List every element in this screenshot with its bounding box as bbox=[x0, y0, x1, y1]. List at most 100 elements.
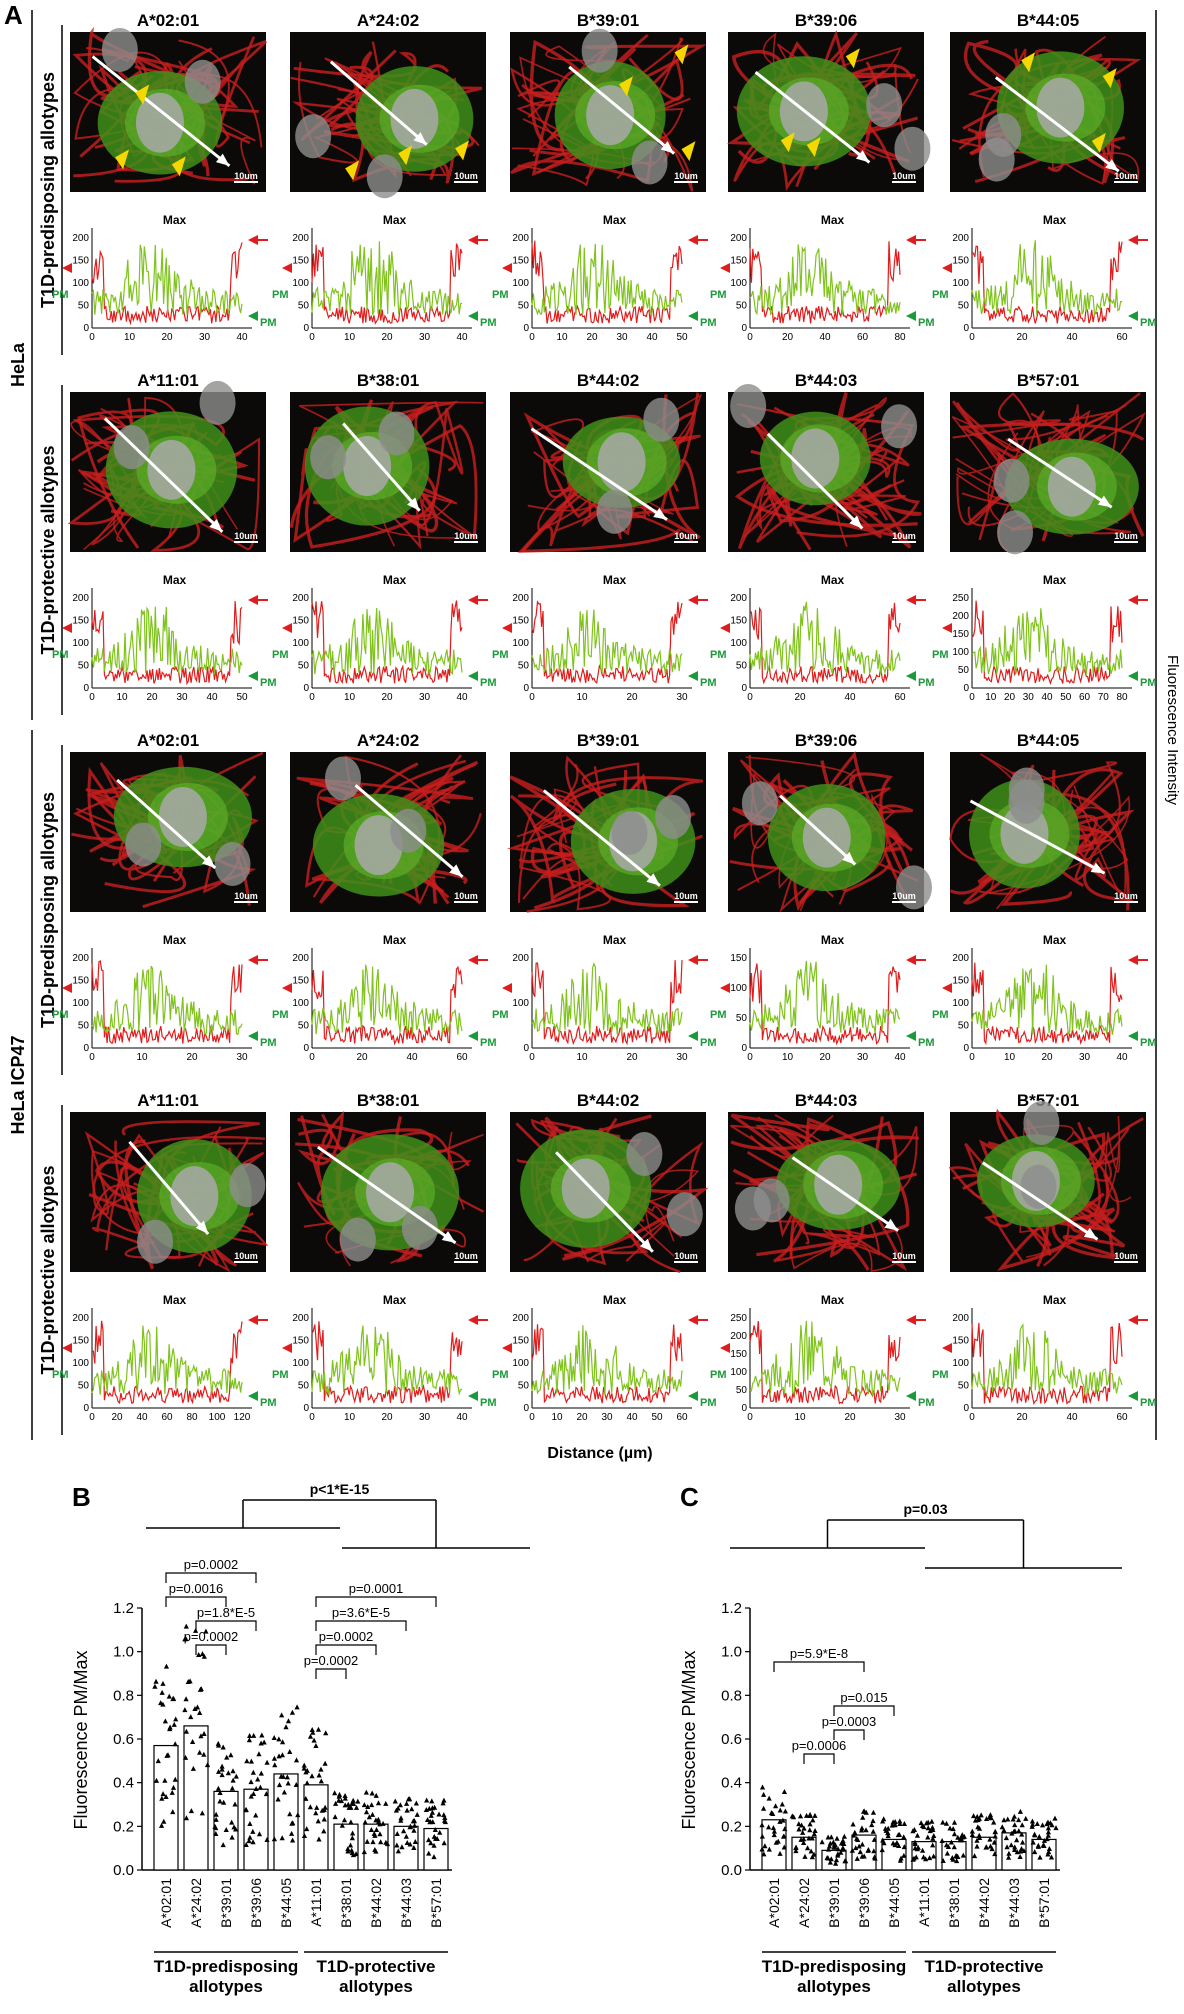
profile-ytick: 50 bbox=[518, 661, 530, 672]
data-point bbox=[248, 1779, 254, 1785]
data-point bbox=[441, 1840, 447, 1846]
data-point bbox=[364, 1838, 370, 1844]
sig-bracket bbox=[773, 1661, 865, 1672]
data-point bbox=[409, 1806, 415, 1812]
data-point bbox=[279, 1712, 285, 1718]
data-point bbox=[276, 1736, 282, 1742]
red-marker-arrow bbox=[62, 623, 72, 633]
profile-xtick: 40 bbox=[136, 1412, 148, 1423]
scale-bar-label: 10um bbox=[1114, 1251, 1138, 1261]
profile-xtick: 30 bbox=[1023, 692, 1035, 703]
data-point bbox=[811, 1831, 817, 1837]
data-point bbox=[801, 1825, 807, 1831]
data-point bbox=[1045, 1851, 1051, 1857]
p-value-label: p=0.0016 bbox=[169, 1581, 224, 1596]
data-point bbox=[1017, 1848, 1023, 1854]
arrow-head bbox=[646, 873, 660, 886]
data-point bbox=[766, 1824, 772, 1830]
arrow-head bbox=[413, 132, 427, 145]
data-point bbox=[307, 1733, 314, 1739]
red-marker-arrow bbox=[248, 235, 258, 245]
nucleus bbox=[596, 489, 633, 534]
profile-xtick: 80 bbox=[894, 332, 906, 343]
data-point bbox=[173, 1716, 179, 1722]
profile-ytick: 0 bbox=[523, 1043, 529, 1054]
data-point bbox=[160, 1791, 166, 1797]
data-point bbox=[890, 1819, 896, 1825]
data-point bbox=[318, 1766, 324, 1772]
profile-ytick: 50 bbox=[78, 1381, 90, 1392]
profile-xtick: 10 bbox=[344, 332, 356, 343]
profile-ytick: 250 bbox=[952, 593, 969, 604]
x-tick-label: B*39:01 bbox=[826, 1878, 842, 1928]
bar bbox=[333, 1823, 359, 1871]
data-point bbox=[293, 1782, 299, 1788]
data-point bbox=[423, 1806, 429, 1812]
data-point bbox=[376, 1818, 382, 1824]
data-point bbox=[1023, 1815, 1029, 1821]
data-point bbox=[315, 1818, 321, 1824]
data-point bbox=[798, 1836, 804, 1842]
nucleus bbox=[753, 1178, 790, 1223]
data-point bbox=[781, 1788, 788, 1794]
pm-marker-arrow bbox=[248, 1031, 258, 1041]
data-point bbox=[349, 1800, 355, 1806]
data-point bbox=[760, 1805, 767, 1811]
profile-xtick: 80 bbox=[1116, 692, 1128, 703]
data-point bbox=[230, 1777, 236, 1783]
data-point bbox=[871, 1836, 877, 1842]
profile-xtick: 0 bbox=[747, 692, 753, 703]
data-point bbox=[369, 1811, 376, 1817]
data-point bbox=[394, 1842, 400, 1848]
data-point bbox=[397, 1802, 403, 1808]
profile-arrow bbox=[555, 1151, 654, 1253]
profile-ytick: 50 bbox=[78, 301, 90, 312]
x-tick-label: A*24:02 bbox=[796, 1878, 812, 1928]
max-label: Max bbox=[163, 933, 187, 947]
data-point bbox=[803, 1812, 810, 1818]
red-marker-arrow bbox=[502, 1343, 512, 1353]
max-label: Max bbox=[163, 573, 187, 587]
data-point bbox=[271, 1755, 278, 1761]
line-profile-plot: 0 50 100 150 200 0 20 40 60 80 Max PM PM bbox=[710, 213, 935, 343]
data-point bbox=[802, 1853, 808, 1859]
data-point bbox=[393, 1807, 399, 1813]
line-profile-plot: 0 50 100 150 200 0 20 40 60 Max PM PM bbox=[272, 933, 497, 1063]
data-point bbox=[974, 1843, 980, 1849]
data-point bbox=[978, 1812, 984, 1818]
profile-xtick: 40 bbox=[1066, 332, 1078, 343]
data-point bbox=[261, 1739, 267, 1745]
data-point bbox=[341, 1817, 348, 1823]
green-trace bbox=[749, 244, 901, 316]
yellow-arrowhead bbox=[1021, 52, 1036, 73]
max-label: Max bbox=[821, 213, 845, 227]
profile-xtick: 10 bbox=[551, 1412, 563, 1423]
red-marker-arrow bbox=[62, 263, 72, 273]
arrow-head bbox=[653, 507, 667, 520]
data-point bbox=[311, 1737, 317, 1743]
data-point bbox=[859, 1825, 865, 1831]
pm-marker-arrow bbox=[468, 1031, 478, 1041]
profile-ytick: 150 bbox=[292, 976, 309, 987]
nucleus bbox=[597, 432, 646, 493]
red-marker-arrow bbox=[720, 983, 730, 993]
p-value-label: p=0.0001 bbox=[349, 1581, 404, 1596]
data-point bbox=[1014, 1849, 1020, 1855]
profile-xtick: 20 bbox=[586, 332, 598, 343]
data-point bbox=[373, 1817, 379, 1823]
profile-arrow bbox=[116, 778, 217, 870]
profile-ytick: 50 bbox=[736, 661, 748, 672]
data-point bbox=[280, 1739, 286, 1745]
arrow-head bbox=[441, 1231, 456, 1243]
allele-title: A*02:01 bbox=[137, 11, 199, 30]
microscopy-image: 10um bbox=[728, 751, 932, 913]
red-trace bbox=[311, 965, 463, 1046]
pm-marker-arrow bbox=[1128, 671, 1138, 681]
pm-marker-arrow bbox=[906, 1391, 916, 1401]
data-point bbox=[825, 1846, 832, 1852]
red-marker-arrow bbox=[62, 1343, 72, 1353]
pm-label: PM bbox=[272, 1009, 289, 1021]
allele-title: B*39:01 bbox=[577, 731, 639, 750]
data-point bbox=[361, 1802, 367, 1808]
microscopy-image: 10um bbox=[290, 1110, 486, 1272]
